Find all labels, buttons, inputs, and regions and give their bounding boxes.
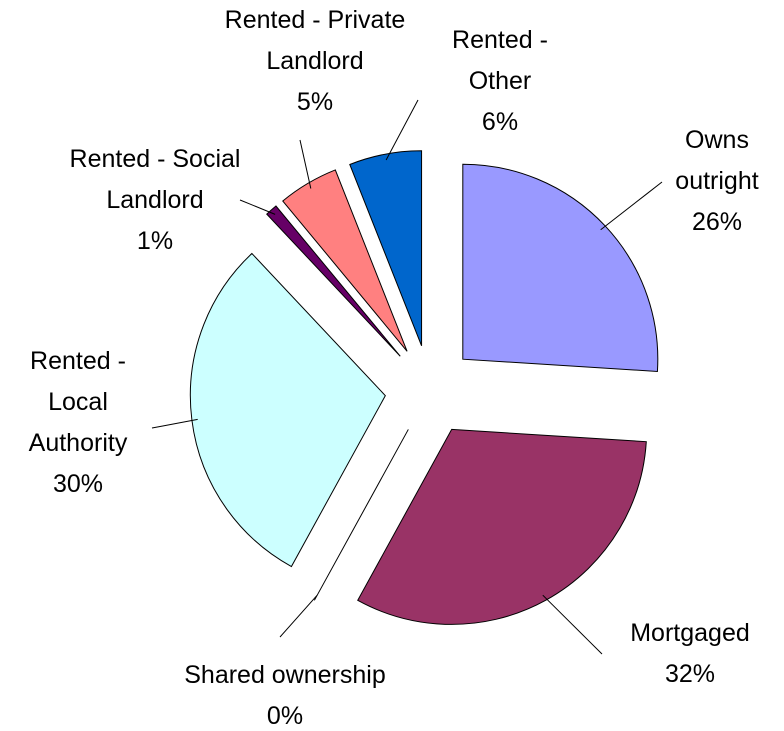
leader-line bbox=[385, 99, 419, 161]
leader-line bbox=[600, 181, 663, 231]
category-label: Rented - Social Landlord bbox=[69, 145, 241, 214]
value-label: 32% bbox=[664, 660, 716, 688]
leader-line bbox=[279, 594, 318, 638]
category-label: Rented - Private Landlord bbox=[224, 6, 406, 75]
value-label: 5% bbox=[296, 88, 334, 116]
slice-label: Rented - Social Landlord 1% bbox=[40, 139, 270, 262]
value-label: 6% bbox=[481, 108, 519, 136]
category-label: Rented - Other bbox=[452, 26, 548, 95]
slice-label: Shared ownership 0% bbox=[140, 655, 430, 731]
value-label: 0% bbox=[266, 702, 304, 730]
leader-line bbox=[299, 139, 312, 189]
pie-slice bbox=[282, 169, 408, 352]
leader-line bbox=[151, 418, 198, 429]
pie-slice bbox=[462, 163, 659, 372]
pie-slice bbox=[189, 252, 386, 568]
value-label: 30% bbox=[52, 470, 104, 498]
category-label: Mortgaged bbox=[630, 619, 750, 647]
pie-slice bbox=[266, 205, 401, 357]
pie-slice bbox=[357, 428, 647, 625]
slice-label: Mortgaged 32% bbox=[600, 613, 780, 695]
leader-line bbox=[542, 594, 603, 655]
category-label: Shared ownership bbox=[184, 661, 386, 689]
slice-label: Rented - Private Landlord 5% bbox=[215, 0, 415, 123]
category-label: Owns outright bbox=[675, 126, 759, 195]
category-label: Rented - Local Authority bbox=[28, 347, 128, 457]
pie-slice bbox=[349, 150, 423, 346]
slice-label: Owns outright 26% bbox=[672, 120, 762, 243]
value-label: 26% bbox=[691, 208, 743, 236]
slice-label: Rented - Other 6% bbox=[430, 20, 570, 143]
leader-line bbox=[239, 199, 276, 215]
slice-label: Rented - Local Authority 30% bbox=[0, 341, 156, 505]
value-label: 1% bbox=[136, 227, 174, 255]
